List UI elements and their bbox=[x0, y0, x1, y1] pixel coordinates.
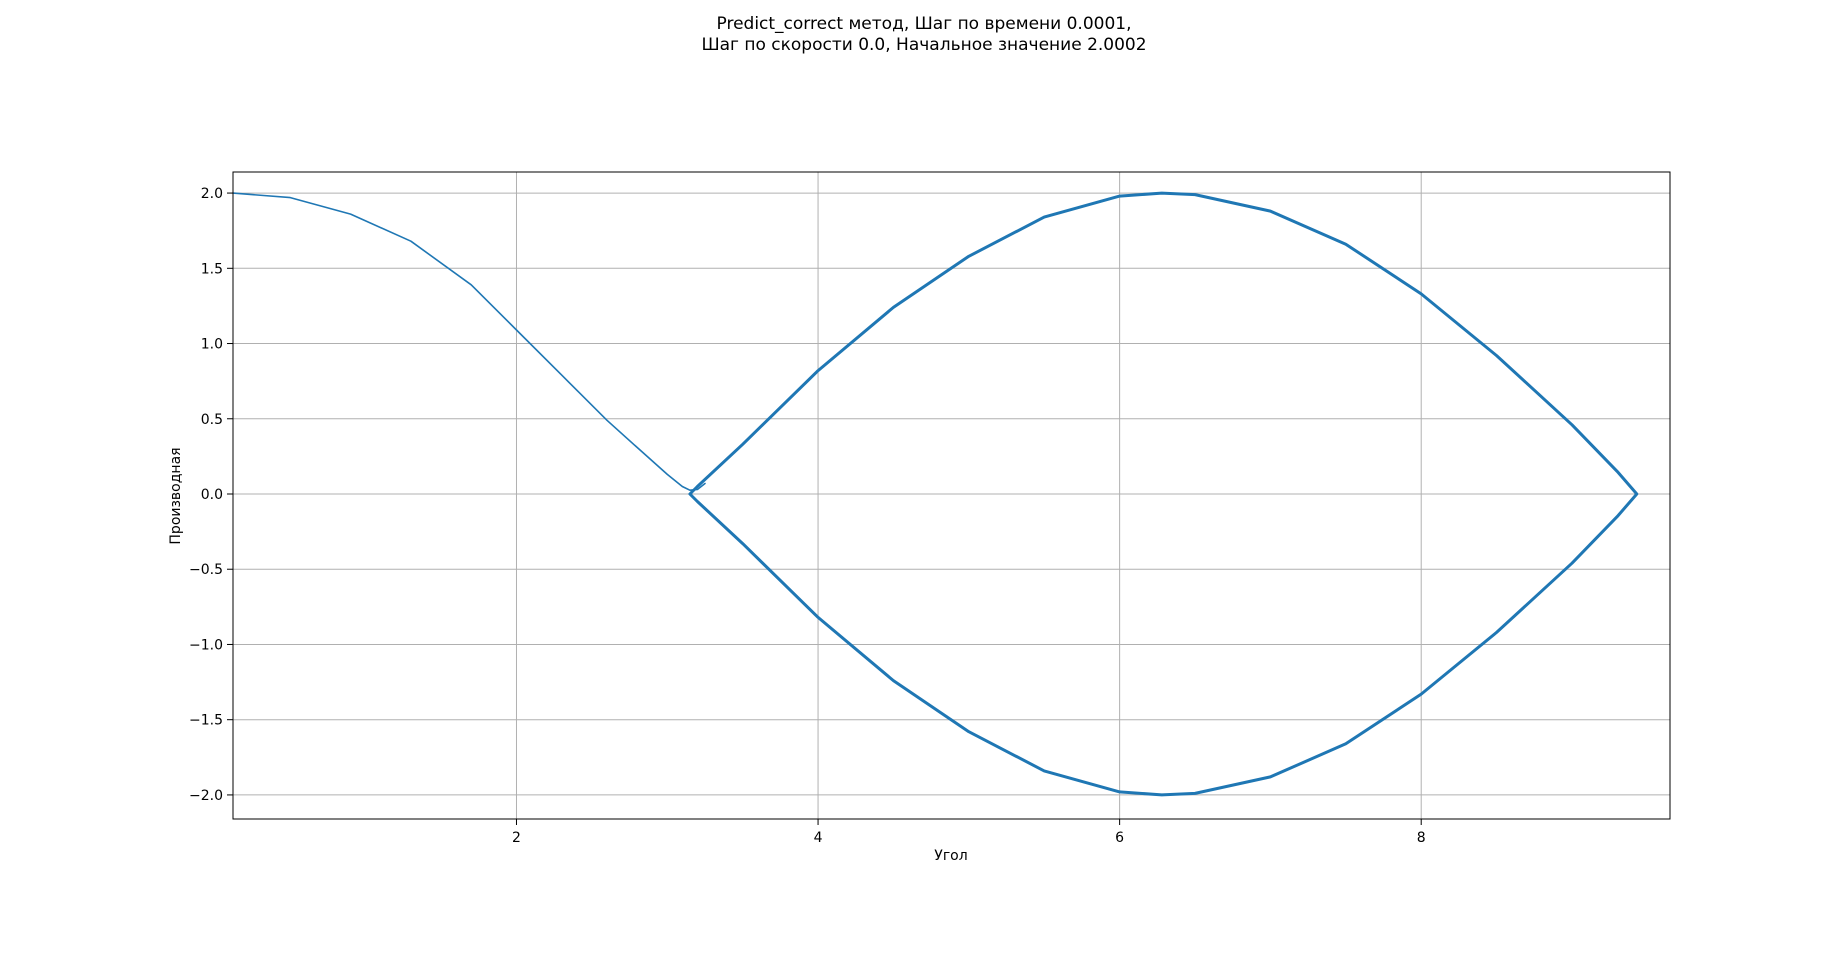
y-axis-label: Производная bbox=[168, 447, 184, 544]
y-tick-label: −2.0 bbox=[189, 788, 223, 804]
x-tick-label: 2 bbox=[512, 830, 521, 846]
chart-title-line-2: Шаг по скорости 0.0, Начальное значение … bbox=[701, 35, 1146, 55]
x-axis-label: Угол bbox=[934, 848, 967, 864]
y-tick-label: −1.5 bbox=[189, 713, 223, 729]
y-tick-label: −0.5 bbox=[189, 562, 223, 578]
y-tick-label: 0.5 bbox=[201, 412, 223, 428]
series-line bbox=[688, 191, 1639, 797]
series-layer bbox=[232, 191, 1639, 797]
axis-ticks: 2 4 6 8 2.0 1.5 1.0 0.5 0.0 −0.5 −1.0 −1.5 −2.0 bbox=[189, 186, 1426, 846]
y-tick-label: −1.0 bbox=[189, 637, 223, 653]
y-tick-label: 2.0 bbox=[201, 186, 223, 202]
chart-title-line-1: Predict_correct метод, Шаг по времени 0.… bbox=[717, 14, 1132, 34]
y-tick-label: 1.0 bbox=[201, 337, 223, 353]
x-tick-label: 4 bbox=[814, 830, 823, 846]
y-tick-label: 1.5 bbox=[201, 261, 223, 277]
x-tick-label: 6 bbox=[1115, 830, 1124, 846]
series-line bbox=[232, 192, 706, 491]
plot-area bbox=[232, 171, 1671, 820]
y-tick-label: 0.0 bbox=[201, 487, 223, 503]
x-tick-label: 8 bbox=[1417, 830, 1426, 846]
